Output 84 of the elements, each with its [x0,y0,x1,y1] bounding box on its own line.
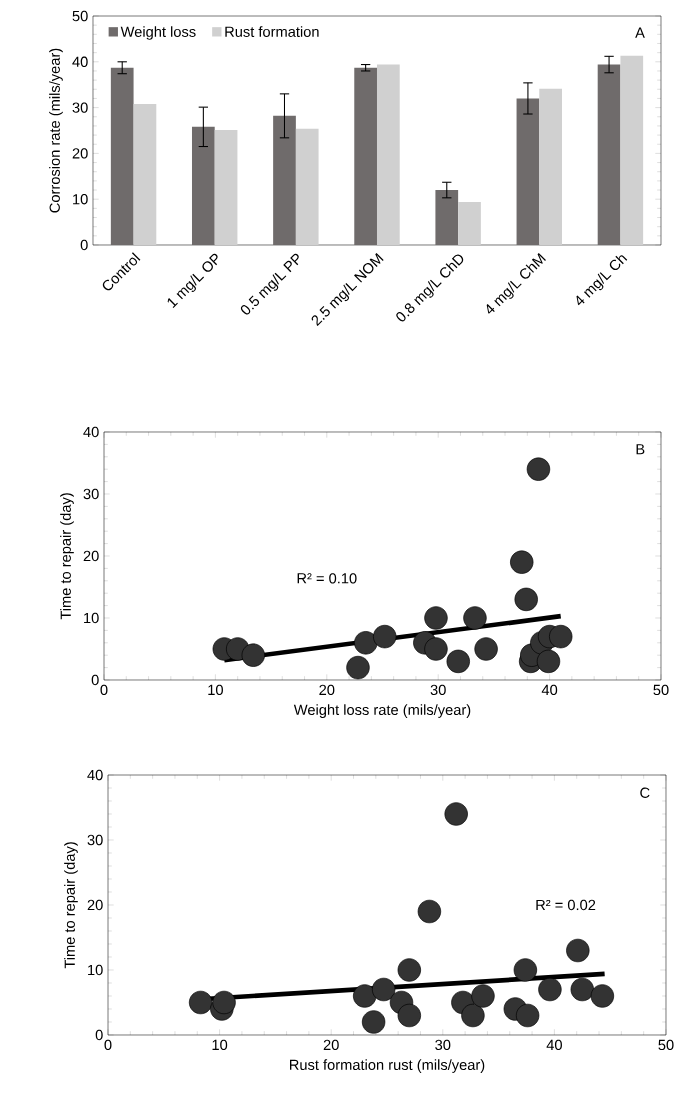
point [463,606,487,630]
bar [354,67,377,245]
y-tick-label: 30 [72,102,88,113]
point [590,984,615,1008]
y-tick-label: 20 [83,550,99,562]
bar [435,190,459,245]
bar [273,115,296,245]
point [471,984,495,1008]
x-tick-label: 40 [541,684,558,696]
bar [516,98,540,245]
x-tick-label: 20 [319,684,335,696]
point [538,977,562,1002]
x-tick-label: 10 [208,684,223,696]
y-tick-label: 30 [83,488,99,500]
y-tick-label: 20 [87,899,103,911]
point [510,550,534,574]
point [424,606,448,630]
bar [620,55,644,245]
point [361,1010,386,1034]
y-tick-label: 40 [83,426,99,438]
bar [539,88,562,245]
x-axis-title: Weight loss rate (mils/year) [293,704,471,718]
y-tick-label: 10 [88,964,103,976]
annotation: C [640,787,650,798]
y-tick-label: 0 [91,674,99,686]
x-tick-label: 20 [323,1039,339,1051]
point [461,1003,485,1028]
point [397,1003,421,1028]
bar [214,130,238,245]
point [526,457,551,481]
y-tick-label: 0 [80,239,88,251]
bar [377,64,400,245]
bar [191,126,215,245]
y-tick-label: 50 [72,10,88,22]
y-tick-label: 40 [87,769,103,781]
point [444,802,468,826]
point [515,1003,540,1028]
bar [295,128,319,245]
bar [597,64,621,245]
annotation: R² = 0.02 [536,899,596,911]
point [346,655,370,680]
y-tick-label: 0 [95,1029,103,1041]
point [241,643,265,667]
x-tick-label: 0 [104,1039,112,1051]
legend-label: Weight loss [120,26,196,40]
bar [458,201,481,245]
y-tick-label: 10 [73,194,88,205]
point [513,958,538,982]
y-tick-label: 10 [84,612,99,624]
legend-label: Rust formation [225,26,319,37]
x-tick-label: 50 [658,1039,674,1051]
point [397,958,421,982]
x-tick-label: 10 [212,1039,228,1051]
point [514,587,538,612]
point [353,984,377,1008]
x-axis-title: Rust formation rust (mils/year) [290,1059,485,1073]
point [474,637,498,661]
y-tick-label: 30 [87,834,103,846]
annotation: B [636,444,645,455]
point [566,938,590,963]
y-tick-label: 20 [72,148,88,159]
point [188,990,213,1015]
point [549,624,573,649]
point [446,649,470,674]
y-axis-title: Time to repair (day) [64,842,78,969]
y-axis-title: Corrosion rate (mils/year) [49,48,63,213]
x-tick-label: 30 [430,684,446,696]
point [417,899,442,924]
annotation: R² = 0.10 [297,573,357,584]
point [354,631,378,655]
bar [110,67,134,245]
x-tick-label: 30 [435,1039,451,1051]
point [373,624,397,649]
y-axis-title: Time to repair (day) [60,493,74,620]
annotation: A [635,27,645,38]
point [536,649,561,674]
x-tick-label: 40 [546,1039,562,1051]
point [424,637,448,661]
point [371,977,396,1002]
point [212,990,236,1015]
y-tick-label: 40 [72,56,88,67]
bar [133,103,157,245]
x-tick-label: 50 [653,684,669,696]
point [570,977,594,1002]
